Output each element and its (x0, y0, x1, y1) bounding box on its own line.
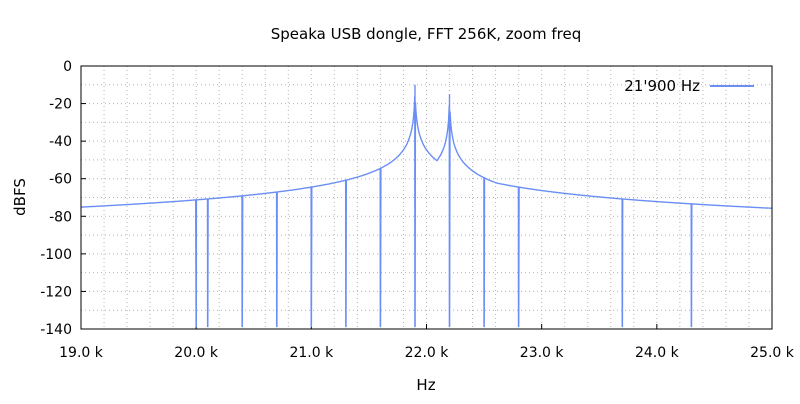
chart-title: Speaka USB dongle, FFT 256K, zoom freq (271, 25, 581, 43)
x-axis-label: Hz (416, 376, 435, 394)
y-axis-label: dBFS (11, 178, 29, 216)
y-tick-label: -120 (40, 284, 72, 300)
y-tick-label: -20 (49, 97, 72, 113)
x-tick-label: 25.0 k (750, 345, 795, 361)
legend-label: 21'900 Hz (624, 77, 700, 95)
y-tick-label: 0 (63, 59, 72, 75)
y-tick-label: -100 (40, 247, 72, 263)
legend: 21'900 Hz (624, 77, 754, 95)
x-tick-label: 23.0 k (520, 345, 565, 361)
y-axis-ticks: 0 -20 -40 -60 -80 -100 -120 -140 (40, 59, 86, 338)
y-tick-label: -40 (49, 134, 72, 150)
x-tick-label: 24.0 k (635, 345, 680, 361)
series-line (81, 84, 773, 328)
grid (81, 66, 772, 329)
x-tick-label: 20.0 k (174, 345, 219, 361)
x-tick-label: 21.0 k (289, 345, 334, 361)
x-tick-label: 22.0 k (405, 345, 450, 361)
x-axis-ticks: 19.0 k 20.0 k 21.0 k 22.0 k 23.0 k 24.0 k 25.0… (59, 324, 795, 361)
y-tick-label: -60 (49, 172, 72, 188)
x-tick-label: 19.0 k (59, 345, 104, 361)
plot-frame (80, 65, 773, 330)
y-tick-label: -80 (49, 209, 72, 225)
y-tick-label: -140 (40, 322, 72, 338)
